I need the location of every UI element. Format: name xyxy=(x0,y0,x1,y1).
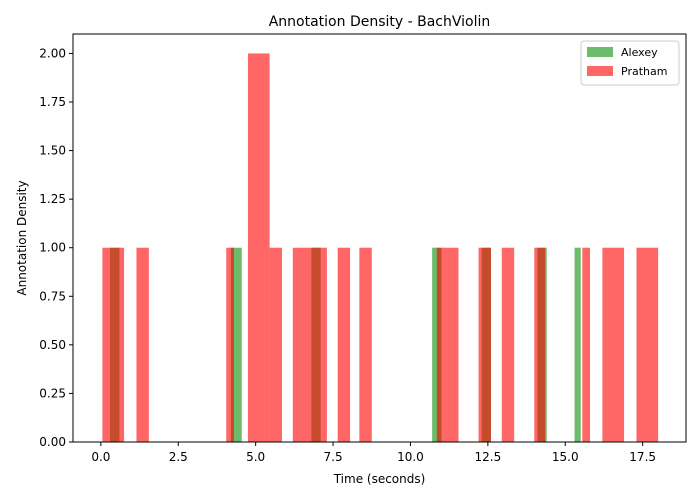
bar-pratham-8 xyxy=(436,247,459,442)
legend-label-alexey: Alexey xyxy=(621,46,658,59)
bar-alexey-6 xyxy=(574,247,581,442)
bar-pratham-6 xyxy=(337,247,351,442)
bar-pratham-2 xyxy=(226,247,234,442)
legend-items: Alexey Pratham xyxy=(587,46,667,78)
y-tick-label: 1.50 xyxy=(39,144,66,158)
y-tick-label: 1.75 xyxy=(39,95,66,109)
legend-swatch-alexey xyxy=(587,47,613,57)
x-tick-label: 12.5 xyxy=(474,450,501,464)
bar-pratham-13 xyxy=(602,247,625,442)
y-tick-label: 1.00 xyxy=(39,241,66,255)
bar-pratham-10 xyxy=(501,247,515,442)
y-tick-label: 1.25 xyxy=(39,192,66,206)
x-tick-label: 7.5 xyxy=(324,450,343,464)
legend-swatch-pratham xyxy=(587,66,613,76)
y-axis: 0.00 0.25 0.50 0.75 1.00 1.25 1.50 1.75 2.00 xyxy=(39,46,73,449)
x-tick-label: 15.0 xyxy=(552,450,579,464)
y-tick-label: 0.25 xyxy=(39,386,66,400)
x-tick-label: 2.5 xyxy=(169,450,188,464)
legend-label-pratham: Pratham xyxy=(621,65,667,78)
bar-pratham-14 xyxy=(636,247,659,442)
bar-pratham-12 xyxy=(582,247,591,442)
bar-pratham-11 xyxy=(534,247,546,442)
bar-pratham-3 xyxy=(247,53,270,443)
bar-pratham-5 xyxy=(292,247,327,442)
bar-pratham-9 xyxy=(478,247,491,442)
y-tick-label: 2.00 xyxy=(39,46,66,60)
x-axis-label: Time (seconds) xyxy=(333,472,426,486)
y-axis-label: Annotation Density xyxy=(15,180,29,295)
bar-pratham-0 xyxy=(102,247,125,442)
plot-frame xyxy=(72,33,687,443)
bar-alexey-1 xyxy=(230,247,242,442)
legend: Alexey Pratham xyxy=(580,40,680,86)
bar-pratham-4 xyxy=(269,247,282,442)
x-tick-label: 0.0 xyxy=(91,450,110,464)
x-tick-label: 10.0 xyxy=(397,450,424,464)
bar-pratham-7 xyxy=(359,247,372,442)
y-tick-label: 0.00 xyxy=(39,435,66,449)
y-tick-label: 0.50 xyxy=(39,338,66,352)
bar-pratham-1 xyxy=(136,247,149,442)
x-tick-label: 17.5 xyxy=(629,450,656,464)
x-tick-label: 5.0 xyxy=(246,450,265,464)
y-tick-label: 0.75 xyxy=(39,289,66,303)
plot-bars xyxy=(102,53,659,443)
x-axis: 0.0 2.5 5.0 7.5 10.0 12.5 15.0 17.5 xyxy=(91,442,656,464)
chart-title: Annotation Density - BachViolin xyxy=(269,14,491,30)
